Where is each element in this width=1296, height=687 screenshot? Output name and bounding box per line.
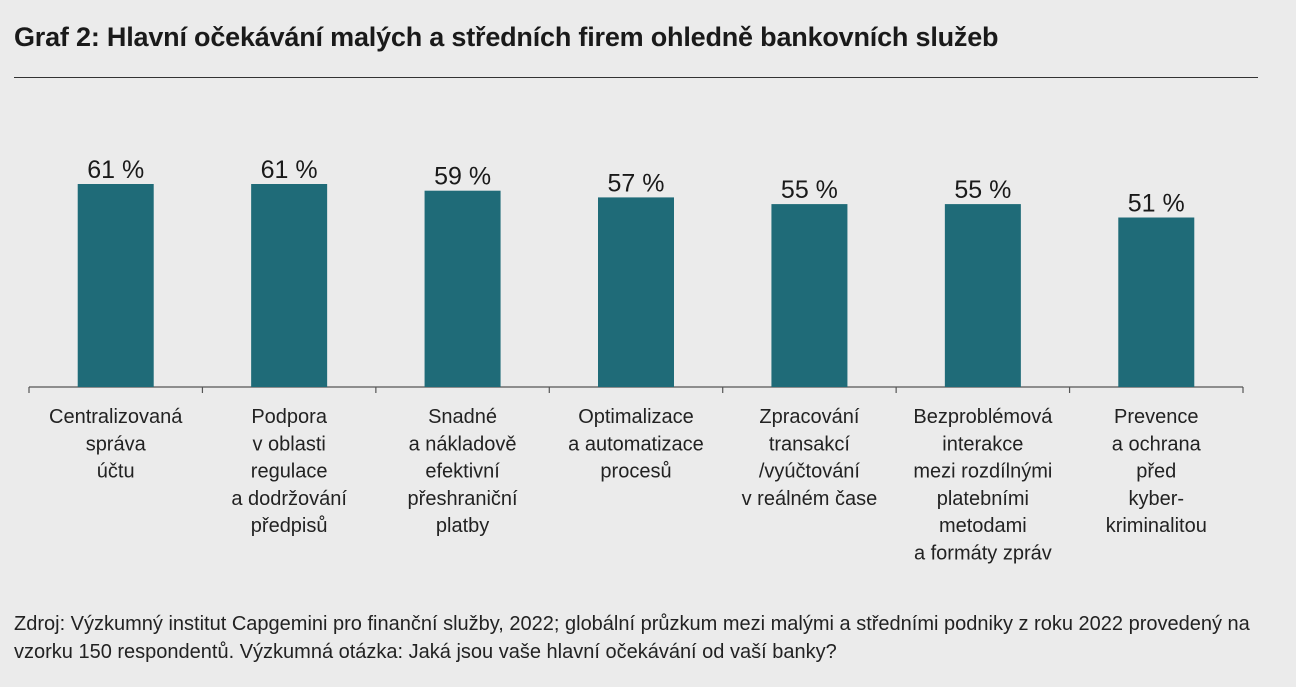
category-label: platebními <box>937 488 1029 510</box>
category-label: kyber- <box>1128 488 1184 510</box>
category-label: Zpracování <box>759 406 859 428</box>
category-label: transakcí <box>769 433 851 455</box>
bar <box>944 204 1021 387</box>
category-label: a ochrana <box>1112 433 1202 455</box>
category-label: v reálném čase <box>742 488 878 510</box>
category-label: mezi rozdílnými <box>913 461 1052 483</box>
category-label: a dodržování <box>231 488 347 510</box>
category-label: přeshraniční <box>408 488 519 510</box>
category-label: a nákladově <box>409 433 517 455</box>
category-label: a automatizace <box>568 433 704 455</box>
bar <box>771 204 848 387</box>
data-label: 55 % <box>954 176 1011 204</box>
category-label: předpisů <box>251 515 328 537</box>
category-label: efektivní <box>425 461 500 483</box>
category-label: Snadné <box>428 406 497 428</box>
category-label: Prevence <box>1114 406 1199 428</box>
category-label: procesů <box>600 461 671 483</box>
category-label: účtu <box>97 461 135 483</box>
data-label: 61 % <box>87 156 144 184</box>
category-label: správa <box>86 433 147 455</box>
category-label: regulace <box>251 461 328 483</box>
bar <box>1118 217 1195 387</box>
category-label: Podpora <box>251 406 327 428</box>
bar-chart: 61 % Centralizovaná správa účtu 61 % Podpora v… <box>28 156 1244 565</box>
category-label: před <box>1136 461 1176 483</box>
title-divider <box>14 77 1258 78</box>
category-label: Centralizovaná <box>49 406 183 428</box>
category-label: platby <box>436 515 489 537</box>
data-label: 59 % <box>434 163 491 191</box>
source-note: Zdroj: Výzkumný institut Capgemini pro f… <box>14 613 1250 663</box>
category-label: v oblasti <box>252 433 325 455</box>
bar <box>77 184 154 387</box>
category-label: Optimalizace <box>578 406 694 428</box>
bar <box>598 197 674 387</box>
data-label: 61 % <box>261 156 318 184</box>
data-label: 57 % <box>608 169 665 197</box>
category-label: kriminalitou <box>1106 515 1207 537</box>
data-label: 51 % <box>1128 190 1185 218</box>
category-label: interakce <box>942 433 1023 455</box>
category-label: Bezproblémová <box>913 406 1053 428</box>
data-label: 55 % <box>781 176 838 204</box>
bar <box>251 184 328 387</box>
category-label: a formáty zpráv <box>914 543 1052 565</box>
chart-title: Graf 2: Hlavní očekávání malých a středn… <box>14 22 999 52</box>
bar <box>424 190 501 387</box>
category-label: /vyúčtování <box>759 461 861 483</box>
category-label: metodami <box>939 515 1027 537</box>
